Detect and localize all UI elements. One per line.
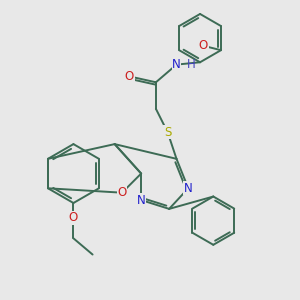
Text: N: N xyxy=(184,182,193,195)
Text: O: O xyxy=(199,39,208,52)
Text: N: N xyxy=(172,58,181,71)
Text: N: N xyxy=(137,194,146,207)
Text: O: O xyxy=(117,186,127,199)
Text: O: O xyxy=(69,211,78,224)
Text: H: H xyxy=(187,58,196,71)
Text: O: O xyxy=(125,70,134,83)
Text: S: S xyxy=(164,126,171,139)
